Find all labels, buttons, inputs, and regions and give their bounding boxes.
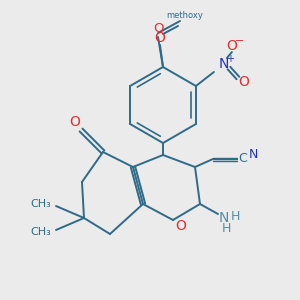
Text: O: O — [153, 22, 163, 34]
Text: N: N — [248, 148, 258, 161]
Text: O: O — [70, 115, 80, 129]
Text: +: + — [226, 54, 234, 64]
Text: H: H — [230, 209, 240, 223]
Text: −: − — [235, 36, 244, 46]
Text: H: H — [221, 223, 231, 236]
Text: N: N — [219, 211, 229, 225]
Text: O: O — [238, 75, 249, 89]
Text: O: O — [226, 39, 237, 53]
Text: methoxy: methoxy — [167, 11, 203, 20]
Text: CH₃: CH₃ — [31, 227, 51, 237]
Text: C: C — [238, 152, 247, 166]
Text: O: O — [176, 219, 186, 233]
Text: CH₃: CH₃ — [31, 199, 51, 209]
Text: N: N — [219, 57, 229, 71]
Text: O: O — [154, 31, 165, 45]
